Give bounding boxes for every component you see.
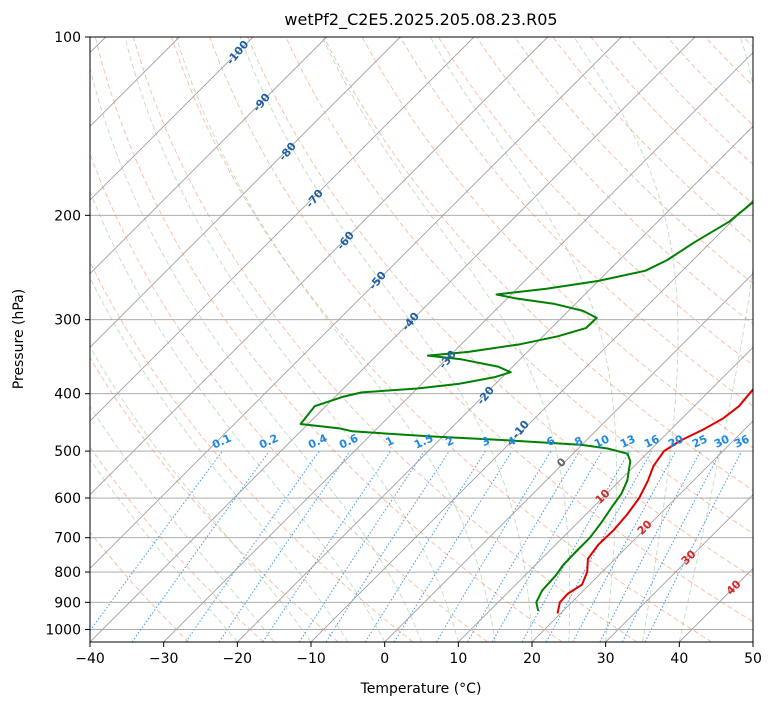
y-tick-label: 1000 xyxy=(45,622,81,638)
dry-adiabat-line xyxy=(552,37,753,245)
moist-adiabat-line xyxy=(239,37,533,642)
isotherm-line xyxy=(605,494,753,642)
mixing-ratio-line xyxy=(298,450,425,642)
dry-adiabat-line xyxy=(171,37,712,642)
axes: −40 −30 −20 −10 0 10 20 30 40 50 100 200 300 400 500 60… xyxy=(45,30,762,667)
y-tick-label: 400 xyxy=(54,387,81,403)
dry-adiabat-line xyxy=(209,37,753,623)
moist-adiabat-line xyxy=(124,37,459,642)
moist-adiabat-line xyxy=(90,405,275,642)
y-tick-label: 800 xyxy=(54,565,81,581)
dry-adiabat-line xyxy=(438,37,753,366)
dry-adiabat-line xyxy=(399,37,753,407)
x-axis-label: Temperature (°C) xyxy=(360,681,482,697)
mixing-ratio-line xyxy=(621,450,722,642)
y-tick-label: 700 xyxy=(54,531,81,547)
isotherm-line xyxy=(310,199,753,642)
dry-adiabat-line xyxy=(285,37,753,534)
mixing-ratio-line xyxy=(325,450,450,642)
mixing-ratio-line xyxy=(364,450,486,642)
dry-adiabat-line xyxy=(247,37,753,578)
mixing-ratio-label: 16 xyxy=(642,432,662,450)
y-tick-label: 900 xyxy=(54,595,81,611)
isotherm-line xyxy=(90,37,548,496)
mixing-ratio-label: 25 xyxy=(690,432,709,450)
isotherm-line xyxy=(384,273,753,642)
isotherm-line xyxy=(90,37,401,348)
x-tick-label: −20 xyxy=(223,651,253,667)
y-axis-label: Pressure (hPa) xyxy=(11,289,27,389)
plot-background xyxy=(90,37,753,642)
dry-adiabat-line xyxy=(90,531,190,642)
isotherm-line xyxy=(752,641,753,642)
mixing-ratio-line xyxy=(572,450,677,642)
series-layer xyxy=(299,200,753,614)
moist-adiabat-line xyxy=(321,37,571,642)
annotation-layer: -100-90-80-70-60-50-40-30-20-100.1 0.2 0.4… xyxy=(210,38,752,598)
mixing-ratio-line xyxy=(599,450,701,642)
isotherm-line xyxy=(90,37,254,201)
mixing-ratio-label: 10 xyxy=(592,432,612,450)
moist-adiabat-line xyxy=(678,37,753,642)
mixing-ratio-line xyxy=(521,450,630,642)
y-tick-label: 100 xyxy=(54,30,81,46)
x-tick-label: −40 xyxy=(75,651,105,667)
dry-adiabat-line xyxy=(94,37,563,642)
series-line-1 xyxy=(299,200,753,612)
x-tick-label: 10 xyxy=(449,651,467,667)
isotherm-line xyxy=(163,52,753,642)
isotherm-line xyxy=(90,37,696,642)
y-tick-label: 500 xyxy=(54,444,81,460)
mixing-ratio-line xyxy=(435,450,552,642)
mixing-ratio-line xyxy=(131,450,270,642)
moist-adiabat-line xyxy=(175,37,496,642)
y-tick-label: 200 xyxy=(54,208,81,224)
x-tick-label: 30 xyxy=(597,651,615,667)
mixing-ratio-line xyxy=(644,450,743,642)
dry-adiabat-line xyxy=(90,261,414,642)
dry-adiabat-line xyxy=(132,37,638,642)
isotherm-line xyxy=(90,37,475,422)
isotherm-line xyxy=(90,37,622,569)
moist-adiabat-line xyxy=(90,458,238,642)
x-tick-label: 20 xyxy=(523,651,541,667)
moist-adiabat-line xyxy=(90,276,349,642)
mixing-ratio-label: 20 xyxy=(666,432,686,450)
mixing-ratio-line xyxy=(218,450,351,642)
chart-title: wetPf2_C2E5.2025.205.08.23.R05 xyxy=(284,10,557,30)
moist-adiabat-line xyxy=(90,66,422,642)
x-tick-label: 50 xyxy=(744,651,762,667)
dry-adiabat-line xyxy=(323,37,753,491)
isotherm-line xyxy=(531,420,753,642)
mixing-ratio-line xyxy=(262,450,392,642)
moist-adiabat-line xyxy=(573,37,679,642)
y-tick-label: 600 xyxy=(54,491,81,507)
x-tick-label: −30 xyxy=(149,651,179,667)
x-tick-label: −10 xyxy=(296,651,326,667)
dry-adiabat-line xyxy=(476,37,753,325)
mixing-ratio-line xyxy=(90,450,223,632)
mixing-ratio-line xyxy=(393,450,513,642)
moist-adiabat-line xyxy=(429,37,617,642)
moist-adiabat-line xyxy=(90,190,386,642)
y-tick-label: 300 xyxy=(54,313,81,329)
series-line-0 xyxy=(556,387,753,614)
mixing-ratio-label: 36 xyxy=(732,432,752,450)
plot-frame xyxy=(89,36,754,643)
mixing-ratio-line xyxy=(185,450,320,642)
isotherm-line xyxy=(458,346,753,642)
dry-adiabat-line xyxy=(590,37,753,205)
mixing-ratio-label: 13 xyxy=(618,432,637,450)
isotherm-line xyxy=(90,37,327,275)
x-tick-label: 40 xyxy=(670,651,688,667)
mixing-ratio-label: 30 xyxy=(712,432,732,450)
x-tick-label: 0 xyxy=(380,651,389,667)
